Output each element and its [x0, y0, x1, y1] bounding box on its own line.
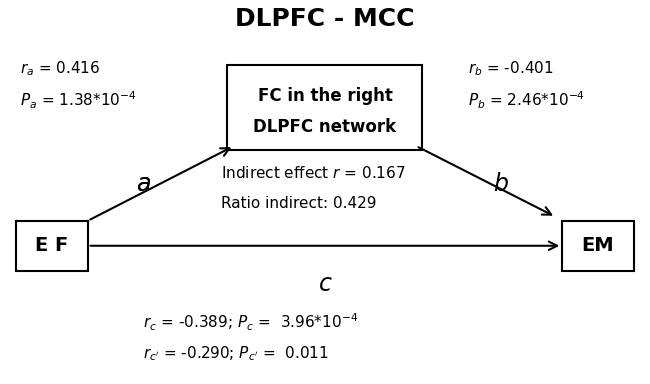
Text: $r_{c'}$ = -0.290; $P_{c'}$ =  0.011: $r_{c'}$ = -0.290; $P_{c'}$ = 0.011: [143, 344, 329, 362]
Text: $P_b$ = 2.46*10$^{-4}$: $P_b$ = 2.46*10$^{-4}$: [468, 89, 585, 111]
Text: EM: EM: [582, 236, 614, 255]
Text: c: c: [318, 272, 332, 296]
Text: Ratio indirect: 0.429: Ratio indirect: 0.429: [221, 196, 376, 211]
FancyBboxPatch shape: [562, 221, 634, 271]
Text: a: a: [136, 172, 150, 196]
Text: DLPFC - MCC: DLPFC - MCC: [235, 7, 415, 31]
Text: b: b: [493, 172, 508, 196]
Text: Indirect effect $r$ = 0.167: Indirect effect $r$ = 0.167: [221, 165, 406, 181]
Text: $P_a$ = 1.38*10$^{-4}$: $P_a$ = 1.38*10$^{-4}$: [20, 89, 136, 111]
Text: E F: E F: [35, 236, 69, 255]
Text: $r_a$ = 0.416: $r_a$ = 0.416: [20, 60, 100, 78]
Text: a: a: [136, 172, 150, 196]
Text: FC in the right: FC in the right: [257, 87, 393, 105]
FancyBboxPatch shape: [16, 221, 88, 271]
Text: $r_c$ = -0.389; $P_c$ =  3.96*10$^{-4}$: $r_c$ = -0.389; $P_c$ = 3.96*10$^{-4}$: [143, 312, 358, 333]
FancyBboxPatch shape: [227, 65, 422, 150]
Text: DLPFC network: DLPFC network: [254, 118, 396, 136]
Text: $r_b$ = -0.401: $r_b$ = -0.401: [468, 60, 554, 78]
